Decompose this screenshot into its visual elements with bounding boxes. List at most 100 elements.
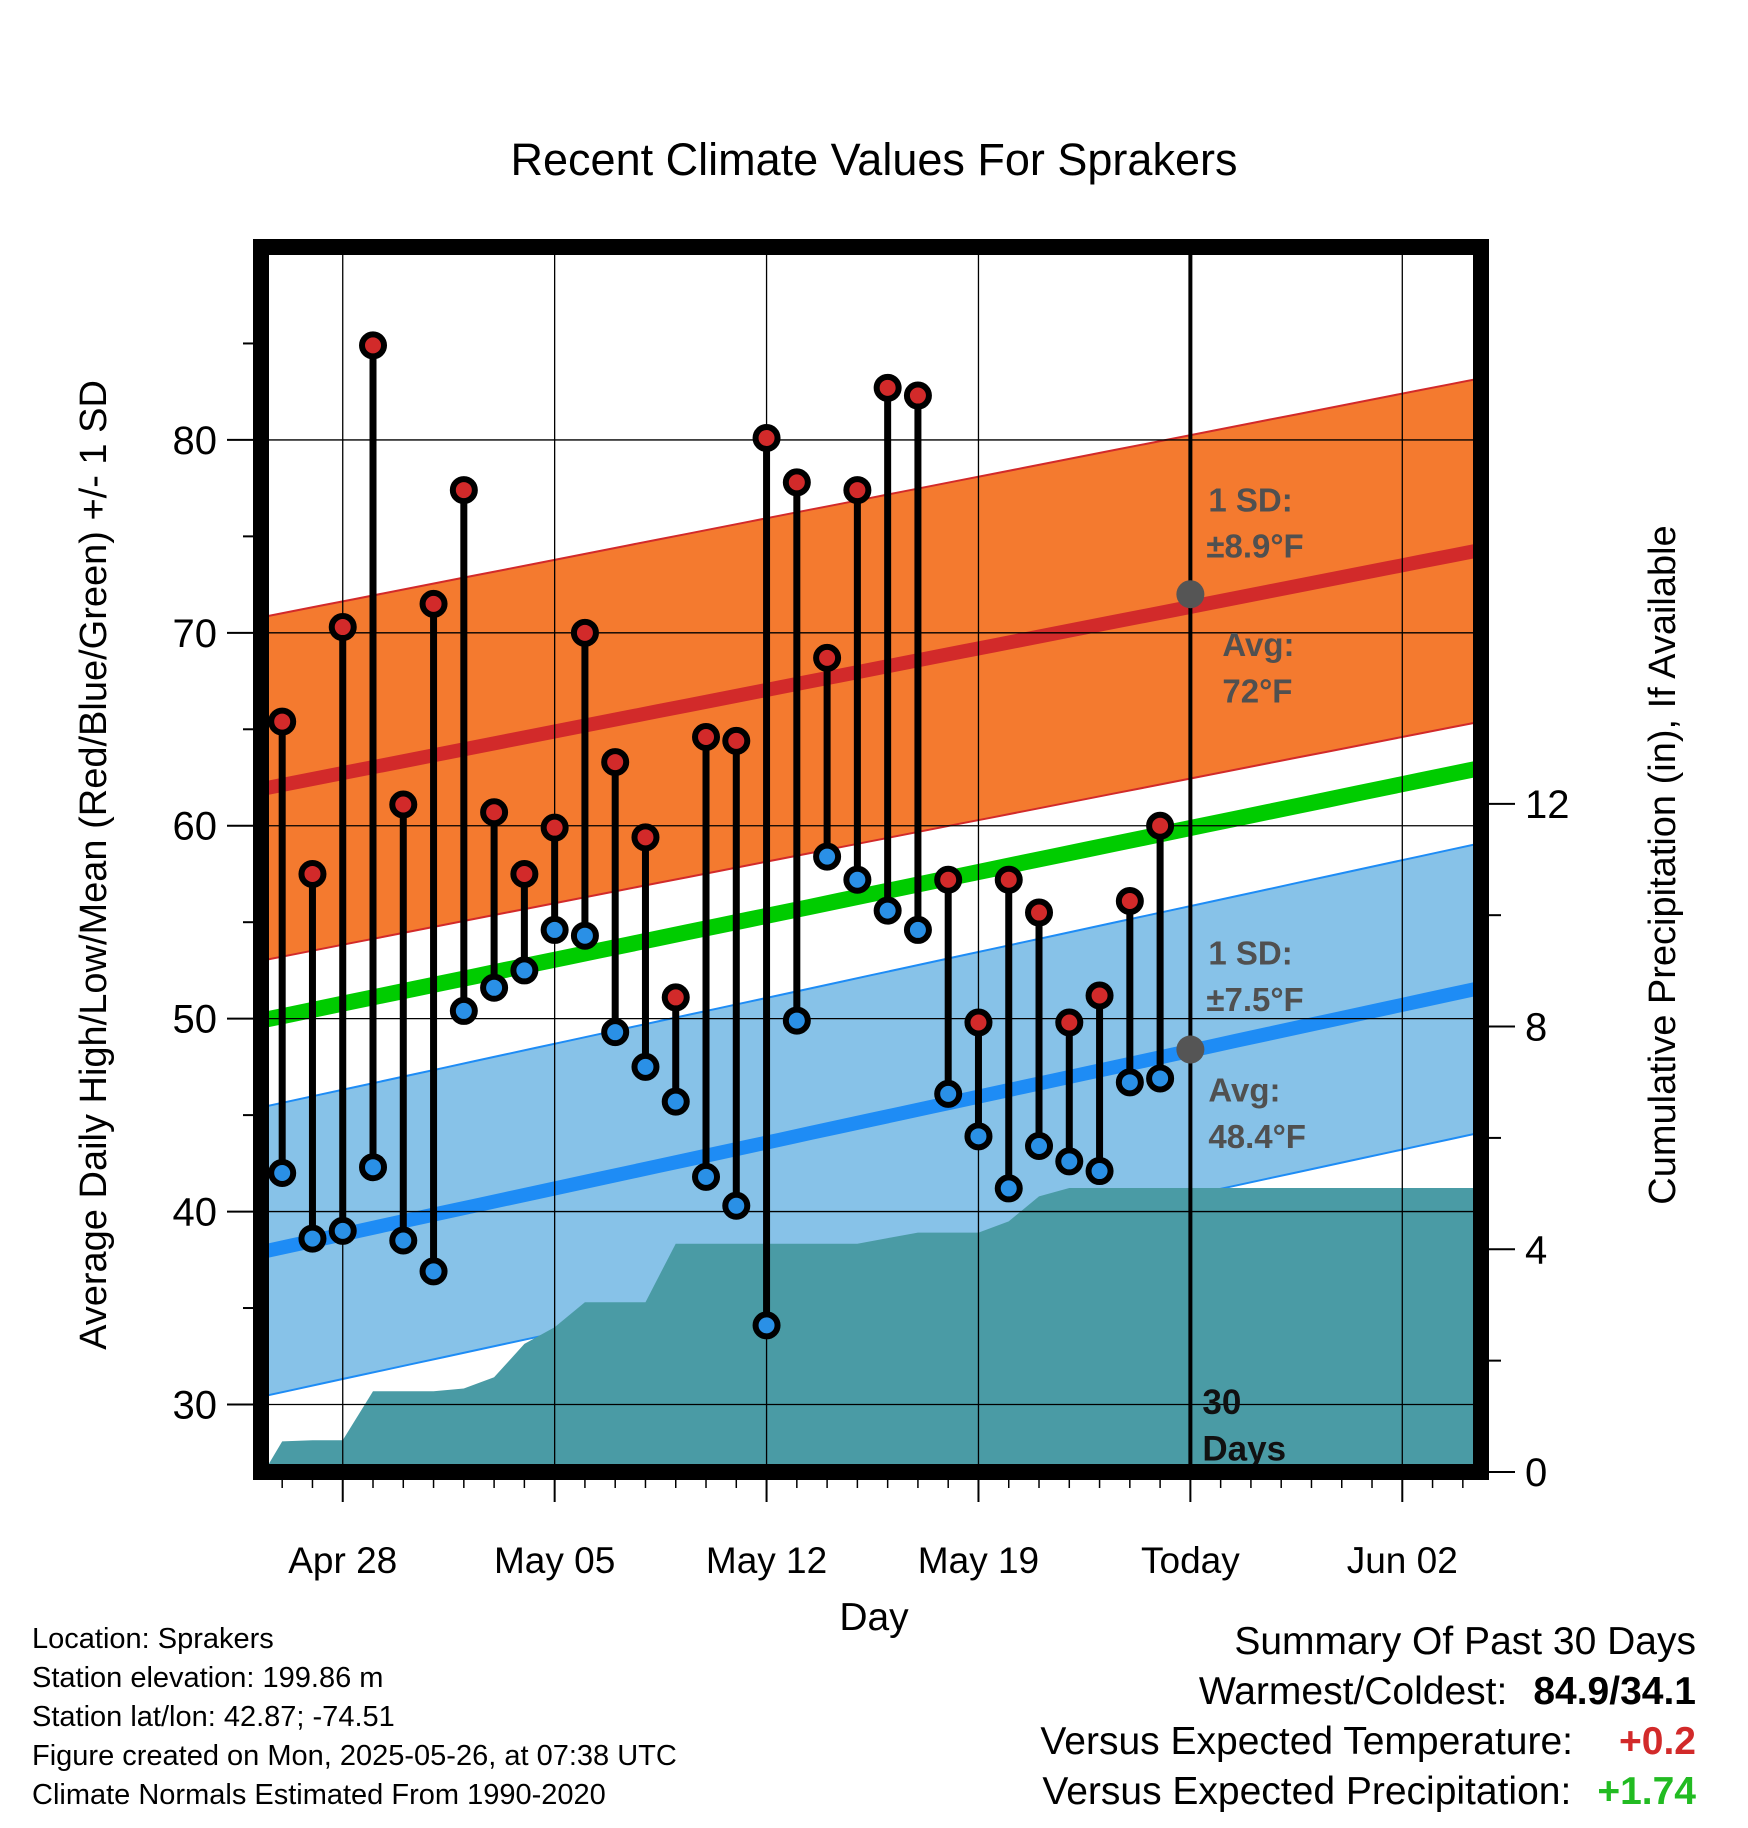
y2-tick-label: 8: [1525, 1006, 1547, 1050]
daily-high-point: [570, 618, 599, 647]
summary-temp: Versus Expected Temperature: +0.2: [1040, 1717, 1696, 1767]
daily-high-point: [449, 476, 478, 505]
precip-value: +1.74: [1597, 1770, 1696, 1813]
high-sd-label: 1 SD:: [1208, 481, 1292, 518]
station-info: Location: Sprakers Station elevation: 19…: [32, 1620, 677, 1815]
low-sd-label: 1 SD:: [1208, 935, 1292, 972]
daily-low-point: [540, 915, 569, 944]
daily-low-point: [449, 996, 478, 1025]
plot-frame: [253, 239, 1489, 1480]
daily-high-point: [359, 331, 388, 360]
summary-title: Summary Of Past 30 Days: [1234, 1620, 1696, 1663]
daily-high-point: [903, 381, 932, 410]
daily-low-point: [782, 1006, 811, 1035]
daily-low-point: [903, 915, 932, 944]
summary-panel: Summary Of Past 30 Days Warmest/Coldest:…: [1040, 1617, 1696, 1817]
daily-low-point: [268, 1158, 297, 1187]
high-avg-marker: [1176, 580, 1205, 609]
daily-low-point: [964, 1122, 993, 1151]
daily-low-point: [1115, 1068, 1144, 1097]
period-label-days: Days: [1202, 1429, 1286, 1468]
daily-high-point: [1085, 981, 1114, 1010]
daily-high-point: [389, 790, 418, 819]
x-axis-label: Day: [839, 1596, 909, 1639]
daily-high-point: [1146, 811, 1175, 840]
x-tick-label: Today: [1141, 1540, 1240, 1581]
y-tick-label: 70: [173, 612, 218, 656]
daily-high-point: [328, 613, 357, 642]
daily-high-point: [722, 726, 751, 755]
low-avg-value: 48.4°F: [1208, 1118, 1306, 1155]
y-tick-label: 40: [173, 1191, 218, 1235]
daily-low-point: [359, 1153, 388, 1182]
low-sd-value: ±7.5°F: [1206, 981, 1303, 1018]
daily-low-point: [813, 842, 842, 871]
low-avg-label: Avg:: [1208, 1072, 1280, 1109]
daily-low-point: [994, 1174, 1023, 1203]
y-tick-label: 30: [173, 1383, 218, 1427]
daily-high-point: [298, 859, 327, 888]
daily-high-point: [782, 468, 811, 497]
daily-high-point: [1115, 886, 1144, 915]
temp-label: Versus Expected Temperature:: [1040, 1720, 1573, 1763]
daily-low-point: [722, 1191, 751, 1220]
daily-low-point: [389, 1226, 418, 1255]
high-sd-value: ±8.9°F: [1206, 528, 1303, 565]
daily-high-point: [994, 865, 1023, 894]
daily-low-point: [692, 1162, 721, 1191]
daily-high-point: [813, 643, 842, 672]
daily-high-point: [1055, 1008, 1084, 1037]
daily-low-point: [1146, 1064, 1175, 1093]
daily-low-point: [661, 1087, 690, 1116]
daily-low-point: [1085, 1157, 1114, 1186]
y2-axis-label: Cumulative Precipitation (in), If Availa…: [1642, 525, 1684, 1204]
info-created: Figure created on Mon, 2025-05-26, at 07…: [32, 1740, 677, 1772]
period-label-number: 30: [1202, 1383, 1241, 1422]
daily-high-point: [601, 748, 630, 777]
high-avg-label: Avg:: [1222, 626, 1294, 663]
y-tick-label: 60: [173, 805, 218, 849]
daily-high-point: [934, 865, 963, 894]
info-latlon: Station lat/lon: 42.87; -74.51: [32, 1701, 395, 1733]
daily-low-point: [873, 896, 902, 925]
temp-value: +0.2: [1619, 1720, 1696, 1763]
daily-high-point: [540, 813, 569, 842]
plot-area: 1 SD: ±8.9°F Avg: 72°F 1 SD: ±7.5°F Avg: 48.4°F…: [173, 239, 1570, 1581]
daily-high-point: [268, 707, 297, 736]
daily-high-point: [480, 798, 509, 827]
precip-label: Versus Expected Precipitation:: [1042, 1770, 1572, 1813]
daily-low-point: [419, 1257, 448, 1286]
warm-cold-label: Warmest/Coldest:: [1198, 1670, 1508, 1713]
daily-high-point: [510, 859, 539, 888]
daily-high-point: [873, 373, 902, 402]
daily-low-point: [570, 921, 599, 950]
info-elevation: Station elevation: 199.86 m: [32, 1662, 384, 1694]
y2-tick-label: 12: [1525, 783, 1570, 827]
daily-low-point: [631, 1052, 660, 1081]
daily-high-point: [419, 589, 448, 618]
daily-low-point: [601, 1018, 630, 1047]
daily-high-point: [752, 423, 781, 452]
daily-high-point: [1025, 898, 1054, 927]
daily-low-point: [480, 973, 509, 1002]
daily-low-point: [1055, 1147, 1084, 1176]
daily-low-point: [843, 865, 872, 894]
daily-low-point: [934, 1079, 963, 1108]
daily-low-point: [1025, 1131, 1054, 1160]
daily-high-point: [843, 476, 872, 505]
warm-cold-value: 84.9/34.1: [1533, 1670, 1696, 1713]
high-avg-value: 72°F: [1222, 672, 1292, 709]
precip-area: [264, 1188, 1481, 1472]
daily-high-point: [964, 1008, 993, 1037]
summary-precip: Versus Expected Precipitation: +1.74: [1040, 1767, 1696, 1817]
plot-content: [261, 247, 1481, 1472]
summary-warm-cold: Warmest/Coldest: 84.9/34.1: [1040, 1667, 1696, 1717]
daily-low-point: [298, 1224, 327, 1253]
daily-high-point: [692, 723, 721, 751]
y-axis-label: Average Daily High/Low/Mean (Red/Blue/Gr…: [73, 380, 115, 1350]
daily-low-point: [328, 1216, 357, 1245]
daily-low-point: [510, 956, 539, 985]
daily-low-point: [752, 1311, 781, 1340]
x-tick-label: May 12: [706, 1540, 827, 1581]
